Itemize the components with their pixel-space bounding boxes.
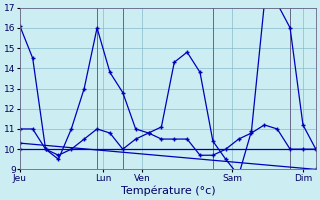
X-axis label: Température (°c): Température (°c) <box>121 185 215 196</box>
